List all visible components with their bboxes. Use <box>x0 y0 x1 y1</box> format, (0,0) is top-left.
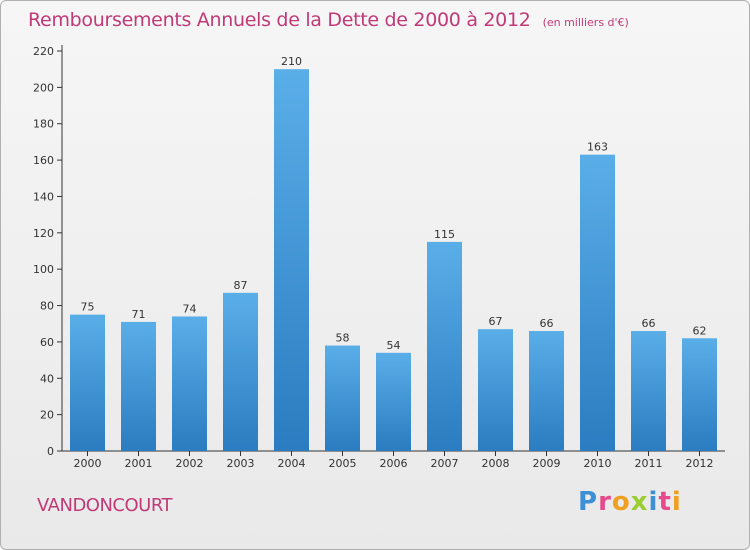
data-label: 163 <box>587 141 608 154</box>
y-tick-label: 20 <box>40 409 54 422</box>
x-tick-label: 2010 <box>584 457 612 470</box>
data-label: 66 <box>642 317 656 330</box>
y-tick-label: 140 <box>33 190 54 203</box>
x-tick-label: 2006 <box>380 457 408 470</box>
data-label: 87 <box>234 279 248 292</box>
chart-title: Remboursements Annuels de la Dette de 20… <box>28 9 531 31</box>
data-label: 58 <box>336 332 350 345</box>
y-tick-label: 160 <box>33 154 54 167</box>
y-tick-label: 100 <box>33 263 54 276</box>
y-tick-label: 120 <box>33 227 54 240</box>
y-tick-label: 180 <box>33 118 54 131</box>
bar <box>529 331 564 451</box>
data-label: 66 <box>540 317 554 330</box>
data-label: 67 <box>489 315 503 328</box>
bar <box>70 314 105 451</box>
x-tick-label: 2003 <box>227 457 255 470</box>
labels: 2000 75 2001 71 2002 74 2003 87 2004 210 2005 58 200… <box>74 55 714 470</box>
x-tick-label: 2012 <box>686 457 714 470</box>
bar <box>121 321 156 451</box>
data-label: 71 <box>132 308 146 321</box>
bar <box>631 331 666 451</box>
bar <box>427 241 462 451</box>
x-tick-label: 2005 <box>329 457 357 470</box>
data-label: 54 <box>387 339 401 352</box>
data-label: 74 <box>183 302 197 315</box>
logo-letter: x <box>630 487 649 517</box>
y-tick-label: 60 <box>40 336 54 349</box>
y-tick-label: 220 <box>33 45 54 58</box>
logo-letter: o <box>611 487 631 517</box>
logo-letter: t <box>658 487 672 517</box>
x-tick-label: 2002 <box>176 457 204 470</box>
commune-name: VANDONCOURT <box>37 495 173 516</box>
logo-letter: i <box>671 487 682 517</box>
logo-letter: r <box>598 487 612 517</box>
data-label: 210 <box>281 55 302 68</box>
x-tick-label: 2001 <box>125 457 153 470</box>
chart-subtitle: (en milliers d'€) <box>542 16 629 29</box>
logo-letter: i <box>648 487 659 517</box>
x-tick-label: 2011 <box>635 457 663 470</box>
bar <box>478 329 513 451</box>
x-tick-label: 2007 <box>431 457 459 470</box>
logo-letter: P <box>578 487 599 517</box>
data-label: 75 <box>81 301 95 314</box>
bar <box>580 154 615 452</box>
title-row: Remboursements Annuels de la Dette de 20… <box>28 9 629 31</box>
y-tick-label: 40 <box>40 372 54 385</box>
data-label: 62 <box>693 324 707 337</box>
bars <box>70 69 717 452</box>
proxiti-logo[interactable]: Proxiti <box>578 487 682 517</box>
bar <box>682 338 717 451</box>
y-tick-label: 0 <box>47 445 54 458</box>
bar <box>172 316 207 451</box>
bar <box>376 352 411 451</box>
y-tick-label: 80 <box>40 300 54 313</box>
x-tick-label: 2004 <box>278 457 306 470</box>
y-tick-label: 200 <box>33 81 54 94</box>
bar <box>274 69 309 451</box>
x-tick-label: 2000 <box>74 457 102 470</box>
bar <box>223 292 258 451</box>
x-tick-label: 2009 <box>533 457 561 470</box>
bar <box>325 345 360 451</box>
x-tick-label: 2008 <box>482 457 510 470</box>
data-label: 115 <box>434 228 455 241</box>
